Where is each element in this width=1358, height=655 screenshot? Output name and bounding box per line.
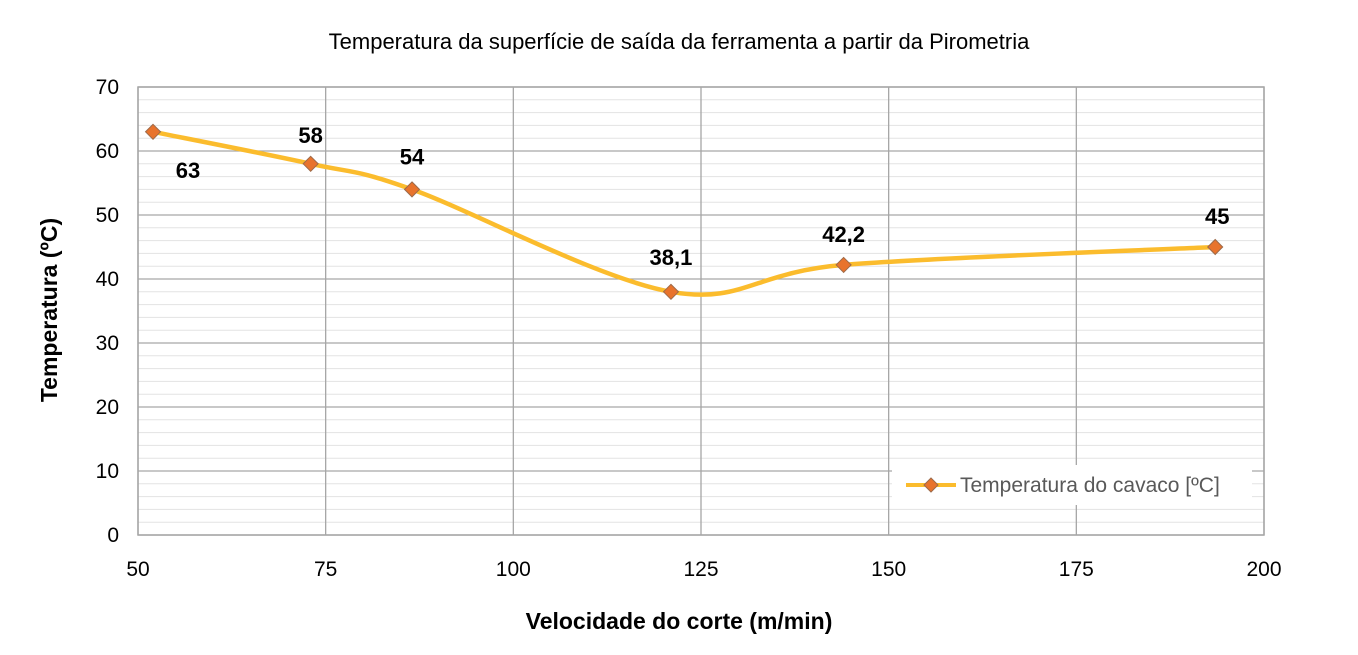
chart-title: Temperatura da superfície de saída da fe… xyxy=(329,29,1030,54)
y-tick-label: 70 xyxy=(96,76,119,99)
legend-label: Temperatura do cavaco [ºC] xyxy=(960,474,1220,497)
y-tick-label: 10 xyxy=(96,460,119,483)
data-label: 54 xyxy=(400,144,425,169)
legend: Temperatura do cavaco [ºC] xyxy=(892,465,1252,505)
data-labels: 63 58 54 38,1 42,2 45 xyxy=(176,123,1230,270)
data-point-marker xyxy=(403,181,421,198)
data-label: 38,1 xyxy=(650,245,693,270)
data-point-marker xyxy=(835,256,852,274)
x-axis-title: Velocidade do corte (m/min) xyxy=(526,608,833,634)
x-tick-label: 150 xyxy=(871,558,906,581)
plot-area-frame xyxy=(137,86,1265,536)
series-markers xyxy=(144,123,1224,301)
data-label: 58 xyxy=(298,123,322,148)
data-point-marker xyxy=(1206,238,1224,256)
y-tick-label: 30 xyxy=(96,332,119,355)
data-label: 42,2 xyxy=(822,222,865,247)
y-tick-label: 60 xyxy=(96,140,119,163)
data-label: 45 xyxy=(1205,204,1229,229)
data-label: 63 xyxy=(176,158,200,183)
x-tick-label: 50 xyxy=(126,558,149,581)
y-tick-label: 50 xyxy=(96,204,119,227)
data-point-marker xyxy=(144,123,162,141)
x-tick-label: 200 xyxy=(1246,558,1281,581)
x-tick-label: 175 xyxy=(1059,558,1094,581)
x-tick-label: 75 xyxy=(314,558,337,581)
x-tick-label: 125 xyxy=(683,558,718,581)
y-axis-title: Temperatura (ºC) xyxy=(36,218,62,402)
data-point-marker xyxy=(662,283,680,301)
legend-diamond-marker xyxy=(923,477,939,493)
x-tick-label: 100 xyxy=(496,558,531,581)
data-point-marker xyxy=(302,155,319,173)
y-tick-label: 40 xyxy=(96,268,119,291)
y-axis-tick-labels: 0 10 20 30 40 50 60 70 xyxy=(96,76,119,547)
x-axis-tick-labels: 50 75 100 125 150 175 200 xyxy=(126,558,1281,581)
y-tick-label: 0 xyxy=(107,524,119,547)
y-tick-label: 20 xyxy=(96,396,119,419)
